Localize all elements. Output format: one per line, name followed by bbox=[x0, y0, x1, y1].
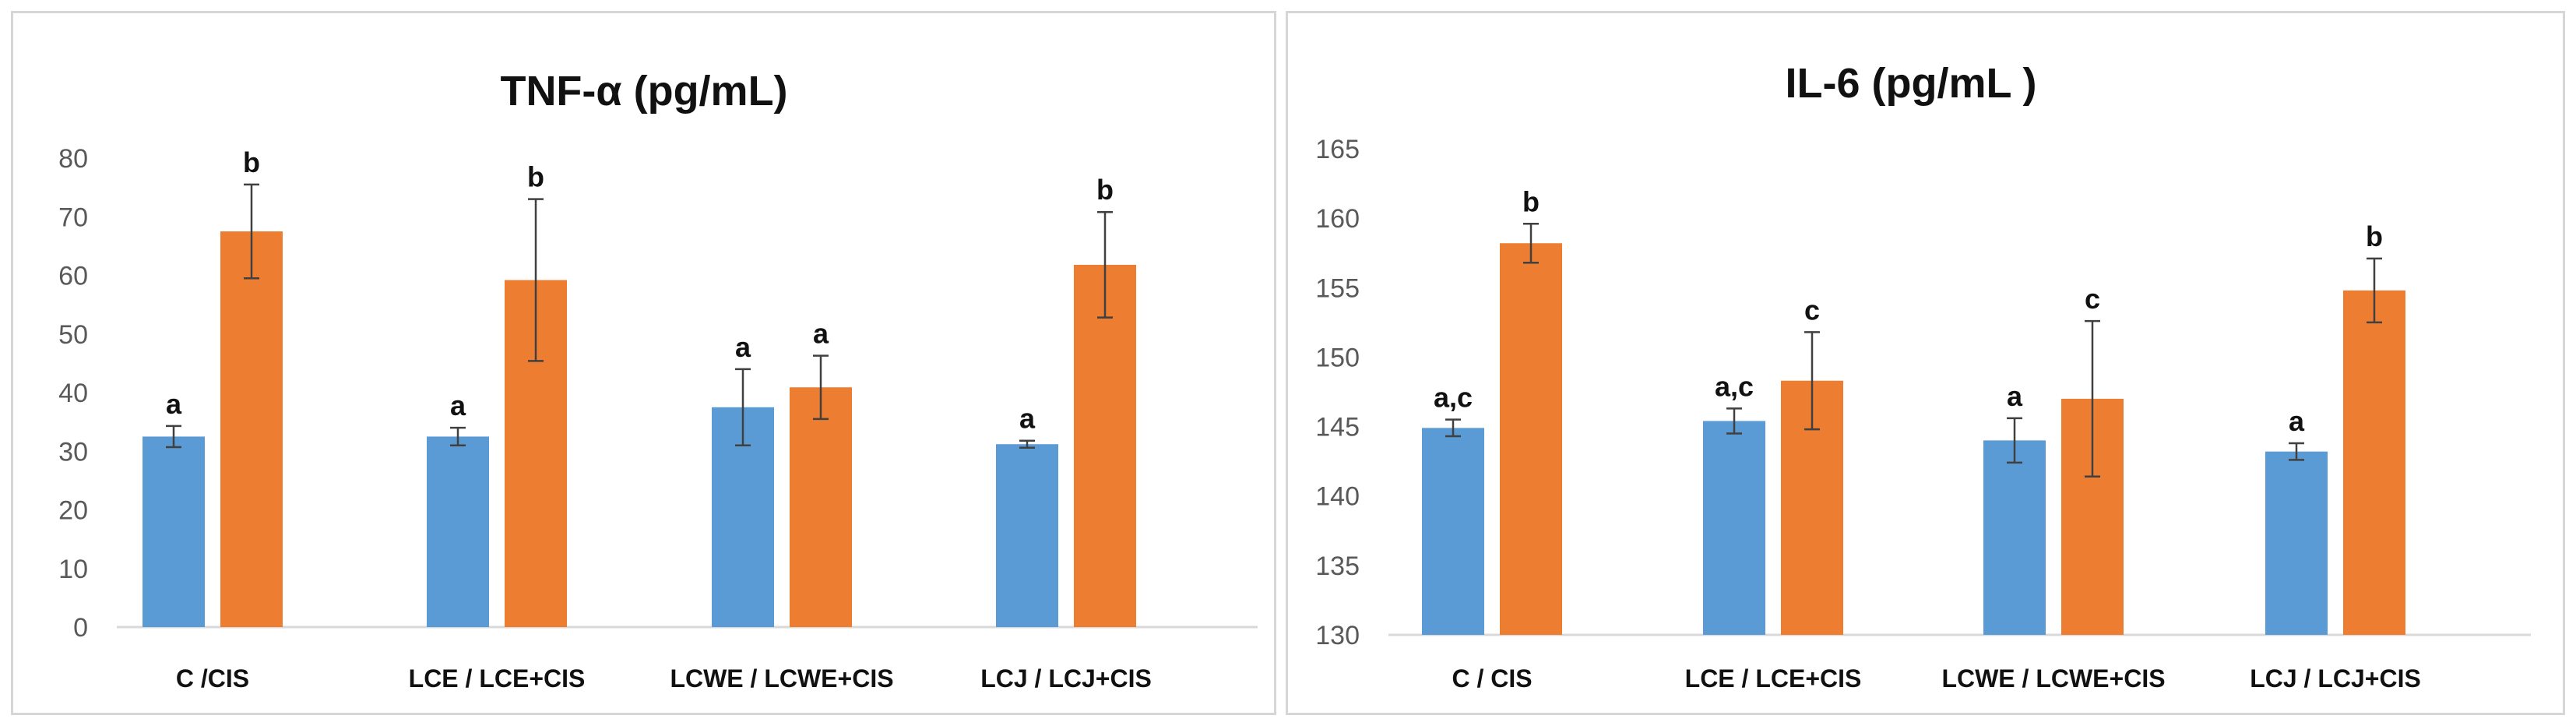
x-category-label: LCWE / LCWE+CIS bbox=[670, 664, 893, 693]
bar-control bbox=[996, 444, 1058, 627]
bar-cis bbox=[2343, 290, 2405, 635]
y-tick-label: 10 bbox=[58, 555, 88, 584]
significance-label: a,c bbox=[1715, 370, 1754, 402]
y-tick-label: 40 bbox=[58, 379, 88, 408]
y-tick-label: 135 bbox=[1315, 552, 1360, 581]
bar-cis bbox=[220, 231, 283, 627]
significance-label: a bbox=[166, 388, 182, 420]
y-tick-label: 145 bbox=[1315, 413, 1360, 442]
x-category-label: LCE / LCE+CIS bbox=[1685, 664, 1862, 693]
significance-label: b bbox=[1096, 174, 1114, 206]
significance-label: b bbox=[243, 146, 260, 178]
y-tick-label: 155 bbox=[1315, 273, 1360, 303]
significance-label: c bbox=[1804, 294, 1820, 326]
y-tick-label: 0 bbox=[73, 613, 88, 643]
bar-control bbox=[427, 436, 489, 627]
y-tick-label: 60 bbox=[58, 262, 88, 291]
y-tick-label: 150 bbox=[1315, 343, 1360, 372]
y-tick-label: 80 bbox=[58, 144, 88, 174]
significance-label: a bbox=[1019, 403, 1036, 435]
bar-control bbox=[2265, 451, 2328, 635]
significance-label: c bbox=[2085, 283, 2100, 315]
y-tick-label: 165 bbox=[1315, 135, 1360, 164]
significance-label: a bbox=[2289, 405, 2305, 437]
bar-control bbox=[143, 436, 205, 627]
significance-label: b bbox=[1522, 185, 1540, 217]
y-tick-label: 50 bbox=[58, 320, 88, 350]
y-tick-label: 130 bbox=[1315, 621, 1360, 650]
tnf-alpha-chart: TNF-α (pg/mL) 0 10 20 30 40 50 60 70 80 a b C /CIS a… bbox=[58, 68, 1258, 693]
y-tick-label: 140 bbox=[1315, 482, 1360, 512]
x-category-label: C /CIS bbox=[176, 664, 249, 693]
chart-title: IL-6 (pg/mL ) bbox=[1786, 60, 2037, 107]
chart-title: TNF-α (pg/mL) bbox=[500, 68, 787, 115]
x-category-label: C / CIS bbox=[1452, 664, 1532, 693]
bar-cis bbox=[790, 387, 852, 627]
x-category-label: LCE / LCE+CIS bbox=[409, 664, 586, 693]
significance-label: b bbox=[527, 161, 544, 193]
bar-control bbox=[1703, 421, 1765, 635]
significance-label: b bbox=[2366, 220, 2383, 252]
significance-label: a bbox=[450, 389, 466, 421]
y-tick-label: 160 bbox=[1315, 204, 1360, 234]
significance-label: a bbox=[813, 318, 829, 350]
y-tick-label: 70 bbox=[58, 203, 88, 232]
y-tick-label: 20 bbox=[58, 496, 88, 526]
x-category-label: LCJ / LCJ+CIS bbox=[980, 664, 1152, 693]
significance-label: a bbox=[2007, 380, 2023, 412]
tnf-alpha-chart-panel: TNF-α (pg/mL) 0 10 20 30 40 50 60 70 80 a b C /CIS a… bbox=[11, 11, 1276, 715]
il-6-chart: IL-6 (pg/mL ) 130 135 140 145 150 155 160 165 a,… bbox=[1315, 60, 2531, 693]
bar-control bbox=[1422, 428, 1484, 635]
significance-label: a,c bbox=[1434, 382, 1473, 414]
bar-cis bbox=[1500, 243, 1562, 635]
bar-control bbox=[1983, 440, 2046, 635]
y-tick-label: 30 bbox=[58, 437, 88, 467]
bar-cis bbox=[1074, 264, 1136, 627]
il-6-chart-panel: IL-6 (pg/mL ) 130 135 140 145 150 155 160 165 a,… bbox=[1286, 11, 2565, 715]
significance-label: a bbox=[735, 331, 751, 363]
x-category-label: LCJ / LCJ+CIS bbox=[2250, 664, 2421, 693]
x-category-label: LCWE / LCWE+CIS bbox=[1941, 664, 2165, 693]
